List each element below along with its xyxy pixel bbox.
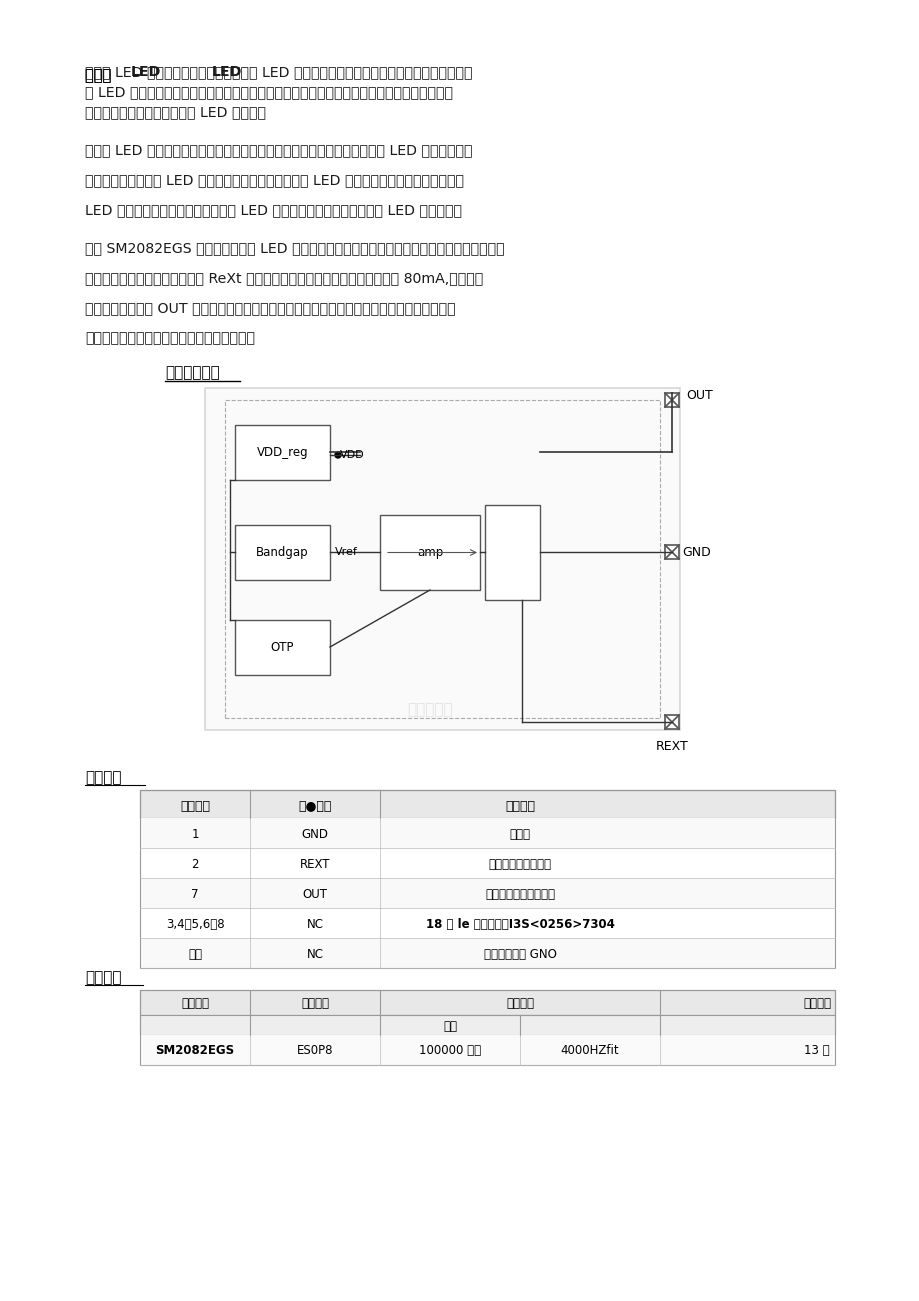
Bar <box>140 990 834 1015</box>
Text: 订购信息: 订购信息 <box>85 971 121 985</box>
Text: 管脚说明: 管脚说明 <box>505 800 535 813</box>
Text: 18 空 le 技术支持：I3S<0256>7304: 18 空 le 技术支持：I3S<0256>7304 <box>425 917 614 930</box>
Text: 管脚说明: 管脚说明 <box>85 770 121 785</box>
Text: 7: 7 <box>191 887 199 900</box>
Text: 卷口尺寸: 卷口尺寸 <box>802 997 830 1010</box>
Text: 其中 SM2082EGS 就是一款单通道 LED 线性恒流控制芯片，采用了本公司专利的恒流设定和控制: 其中 SM2082EGS 就是一款单通道 LED 线性恒流控制芯片，采用了本公司… <box>85 241 505 255</box>
Text: 单通道 LED 线性驱动芯片是一种用于控制 LED 灯的芯片，它能够提供恒定的电流输出，从而实: 单通道 LED 线性驱动芯片是一种用于控制 LED 灯的芯片，它能够提供恒定的电… <box>85 65 472 79</box>
Text: 管脚序号: 管脚序号 <box>180 800 210 813</box>
Bar <box>140 1036 834 1066</box>
Text: 芯片地: 芯片地 <box>509 827 530 840</box>
Text: 单通道: 单通道 <box>85 68 116 83</box>
Text: 100000 只用: 100000 只用 <box>418 1045 481 1058</box>
Text: LED: LED <box>211 65 242 79</box>
Text: 单通道 LED 线性驱动芯片具有体积小、功耗低、成本低等特点，适用于各种 LED 照明灯具、液: 单通道 LED 线性驱动芯片具有体积小、功耗低、成本低等特点，适用于各种 LED… <box>85 143 472 157</box>
Bar <box>664 716 678 729</box>
Text: 技术。这款芯片可以通过外接的 ReXt 电阻进行输出电流的设置，最大电流可达 80mA,并且输出: 技术。这款芯片可以通过外接的 ReXt 电阻进行输出电流的设置，最大电流可达 8… <box>85 271 482 285</box>
Text: OUT: OUT <box>686 389 712 402</box>
Text: NC: NC <box>306 947 323 960</box>
Text: VDD: VDD <box>340 450 364 461</box>
Text: 府出电减值设置端口: 府出电减值设置端口 <box>488 857 550 870</box>
Text: 单通道: 单通道 <box>85 68 116 83</box>
Text: 2: 2 <box>191 857 199 870</box>
Text: SM2082EGS: SM2082EGS <box>155 1045 234 1058</box>
Bar <box>140 790 834 818</box>
Bar <box>380 515 480 589</box>
Text: 4000HZfit: 4000HZfit <box>560 1045 618 1058</box>
Text: GND: GND <box>681 545 710 558</box>
Text: REXT: REXT <box>300 857 330 870</box>
Text: 统结构简单，外围元件极少，方案成本低廉。: 统结构简单，外围元件极少，方案成本低廉。 <box>85 330 255 345</box>
Text: Vref: Vref <box>335 546 357 557</box>
Bar <box>140 790 834 818</box>
Bar <box>484 505 539 600</box>
Bar <box>225 399 659 718</box>
Bar <box>234 526 330 580</box>
Text: 电流不会随着芯片 OUT 端口电压的变化而发生改变，具有较好的恒流性能。同时，该芯片的系: 电流不会随着芯片 OUT 端口电压的变化而发生改变，具有较好的恒流性能。同时，该… <box>85 301 455 315</box>
Text: 1: 1 <box>191 827 199 840</box>
Text: 3,4，5,6，8: 3,4，5,6，8 <box>165 917 224 930</box>
Bar <box>234 425 330 480</box>
Text: LED 灯的光效和寿命，同时减少了对 LED 灯的外部元器件需求，降低了 LED 灯的成本。: LED 灯的光效和寿命，同时减少了对 LED 灯的外部元器件需求，降低了 LED… <box>85 203 461 217</box>
Bar <box>140 990 834 1066</box>
Bar <box>140 818 834 848</box>
Bar <box>140 1015 834 1036</box>
Text: OUT: OUT <box>302 887 327 900</box>
Text: 包装方式: 包装方式 <box>505 997 533 1010</box>
Text: 晶显示屏等领域。在 LED 照明领域，这种芯片能够实现 LED 灯的稳定亮度和色温调节，提高: 晶显示屏等领域。在 LED 照明领域，这种芯片能够实现 LED 灯的稳定亮度和色… <box>85 173 463 187</box>
Text: 管●名称: 管●名称 <box>298 800 332 813</box>
Bar <box>664 545 678 559</box>
Bar <box>140 908 834 938</box>
Text: 制输入端的电压和信号来调节 LED 的亮度。: 制输入端的电压和信号来调节 LED 的亮度。 <box>85 105 266 118</box>
Text: Bandgap: Bandgap <box>255 546 309 559</box>
Text: GND: GND <box>301 827 328 840</box>
Bar <box>140 938 834 968</box>
Text: VDD_reg: VDD_reg <box>256 446 308 459</box>
Bar <box>234 621 330 675</box>
Text: 管装: 管装 <box>443 1020 457 1033</box>
Circle shape <box>335 451 341 458</box>
Text: 应用时新底接 GNO: 应用时新底接 GNO <box>483 947 556 960</box>
Text: OTP: OTP <box>270 641 294 654</box>
Bar <box>664 393 678 407</box>
Bar <box>140 878 834 908</box>
Text: 订购型号: 订购型号 <box>181 997 209 1010</box>
Text: NC: NC <box>306 917 323 930</box>
Text: 电照输入与恒流恰出届: 电照输入与恒流恰出届 <box>484 887 554 900</box>
Text: 内部功能框图: 内部功能框图 <box>165 366 220 380</box>
Text: 衬底: 衬底 <box>187 947 202 960</box>
Text: 时装款式: 时装款式 <box>301 997 329 1010</box>
Text: 现 LED 灯的稳定亮度调节。这种芯片主要由输入端、控制电路、放大器和输出端构成，通过控: 现 LED 灯的稳定亮度调节。这种芯片主要由输入端、控制电路、放大器和输出端构成… <box>85 85 452 99</box>
Text: LED: LED <box>130 65 161 79</box>
Text: amp: amp <box>416 546 443 559</box>
Bar <box>140 790 834 968</box>
Text: 诶哒妹妹子: 诶哒妹妹子 <box>407 703 452 717</box>
Bar <box>140 848 834 878</box>
Bar <box>205 388 679 730</box>
Text: 13 寸: 13 寸 <box>803 1045 829 1058</box>
Text: REXT: REXT <box>655 740 687 753</box>
Text: ES0P8: ES0P8 <box>297 1045 333 1058</box>
